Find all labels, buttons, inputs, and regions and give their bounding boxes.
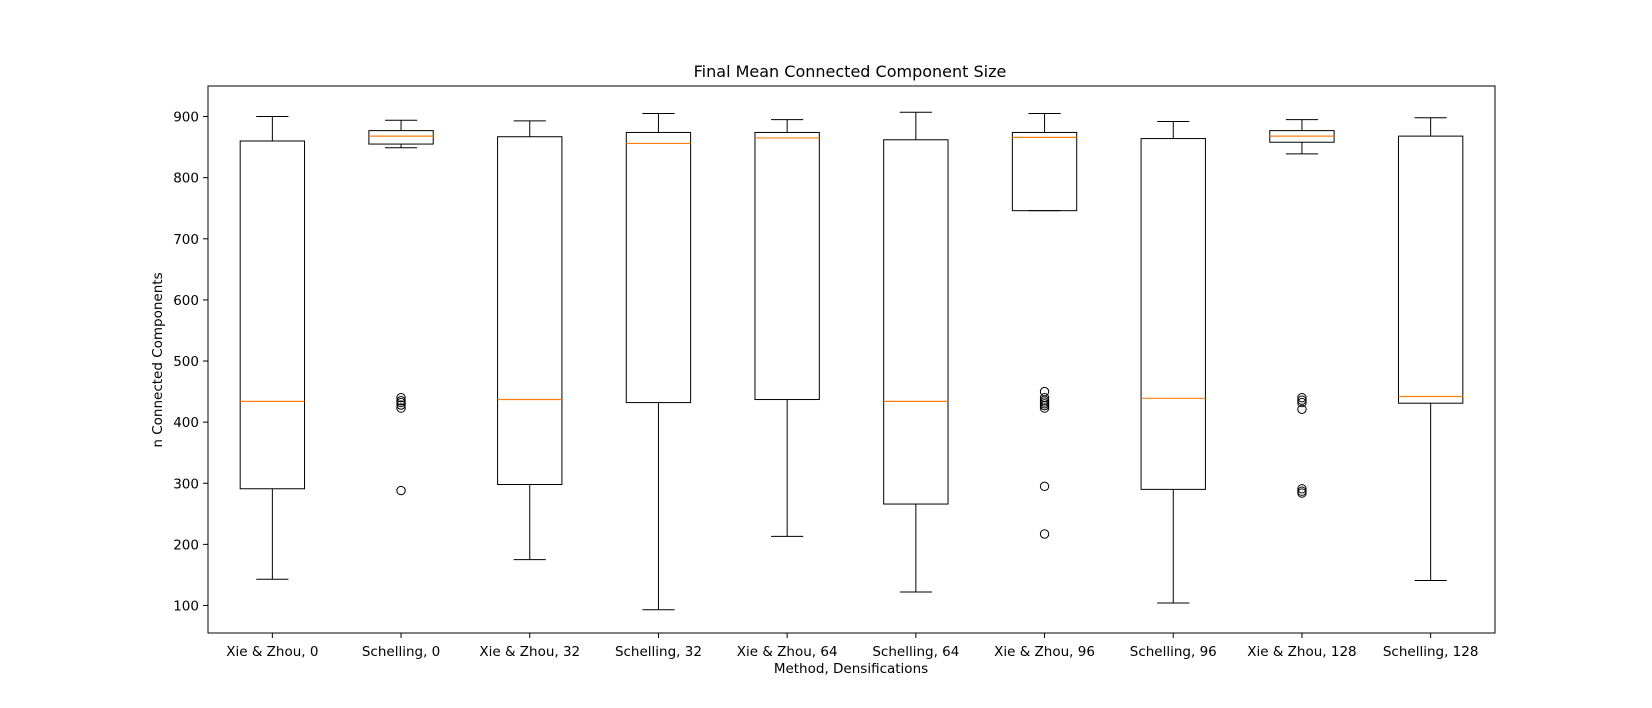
- y-tick-label: 700: [173, 232, 199, 248]
- x-tick-label: Schelling, 96: [1130, 644, 1217, 660]
- x-tick-label: Schelling, 128: [1383, 644, 1479, 660]
- box-group: [1269, 119, 1335, 498]
- box-group: [1011, 113, 1078, 539]
- box: [625, 131, 692, 404]
- x-tick-label: Xie & Zhou, 96: [994, 644, 1095, 660]
- outlier-point: [1039, 481, 1050, 492]
- outlier-point: [396, 485, 406, 496]
- outlier-point: [1039, 400, 1050, 411]
- y-tick-label: 500: [173, 354, 199, 370]
- x-tick-label: Schelling, 64: [872, 644, 959, 660]
- y-tick-label: 400: [173, 415, 199, 431]
- y-axis-label: n Connected Components: [150, 272, 166, 447]
- y-tick-label: 300: [173, 476, 199, 492]
- box-group: [497, 120, 563, 561]
- box: [754, 131, 820, 401]
- outlier-point: [396, 392, 406, 403]
- x-tick-label: Schelling, 32: [615, 644, 702, 660]
- box-group: [239, 116, 306, 580]
- box-group: [625, 113, 692, 611]
- box: [368, 130, 434, 145]
- outlier-point: [1039, 529, 1050, 539]
- plot-frame: [207, 85, 1496, 634]
- outlier-point: [1297, 392, 1307, 403]
- y-tick-label: 900: [173, 110, 199, 126]
- x-tick-label: Xie & Zhou, 128: [1247, 644, 1356, 660]
- outlier-point: [396, 397, 406, 408]
- box-group: [368, 119, 434, 496]
- box-group: [754, 119, 820, 537]
- outlier-point: [396, 403, 406, 413]
- chart-title: Final Mean Connected Component Size: [694, 62, 1007, 81]
- box: [883, 139, 949, 505]
- outlier-point: [1297, 395, 1307, 405]
- box-group: [1397, 117, 1464, 581]
- y-tick-label: 100: [173, 598, 199, 614]
- x-tick-label: Xie & Zhou, 0: [226, 644, 318, 660]
- y-tick-label: 800: [173, 171, 199, 187]
- plot-area: 100 200 300 400 500 600 700 800 900 Xie & Zhou, 0…: [173, 110, 1478, 660]
- x-axis-label: Method, Densifications: [774, 661, 928, 677]
- y-tick-label: 600: [173, 293, 199, 309]
- outlier-point: [1297, 488, 1307, 498]
- box: [1397, 135, 1464, 404]
- box: [239, 140, 306, 490]
- box-group: [883, 111, 949, 593]
- outlier-point: [1039, 403, 1050, 413]
- outlier-point: [1297, 404, 1307, 415]
- outlier-point: [1297, 484, 1307, 494]
- outlier-point: [1297, 397, 1307, 408]
- outlier-point: [396, 400, 406, 410]
- box: [1011, 131, 1078, 212]
- box-group: [1140, 120, 1206, 604]
- box: [497, 136, 563, 485]
- x-tick-label: Schelling, 0: [362, 644, 440, 660]
- x-tick-label: Xie & Zhou, 64: [737, 644, 838, 660]
- y-tick-label: 200: [173, 537, 199, 553]
- x-tick-label: Xie & Zhou, 32: [479, 644, 580, 660]
- box: [1140, 138, 1206, 490]
